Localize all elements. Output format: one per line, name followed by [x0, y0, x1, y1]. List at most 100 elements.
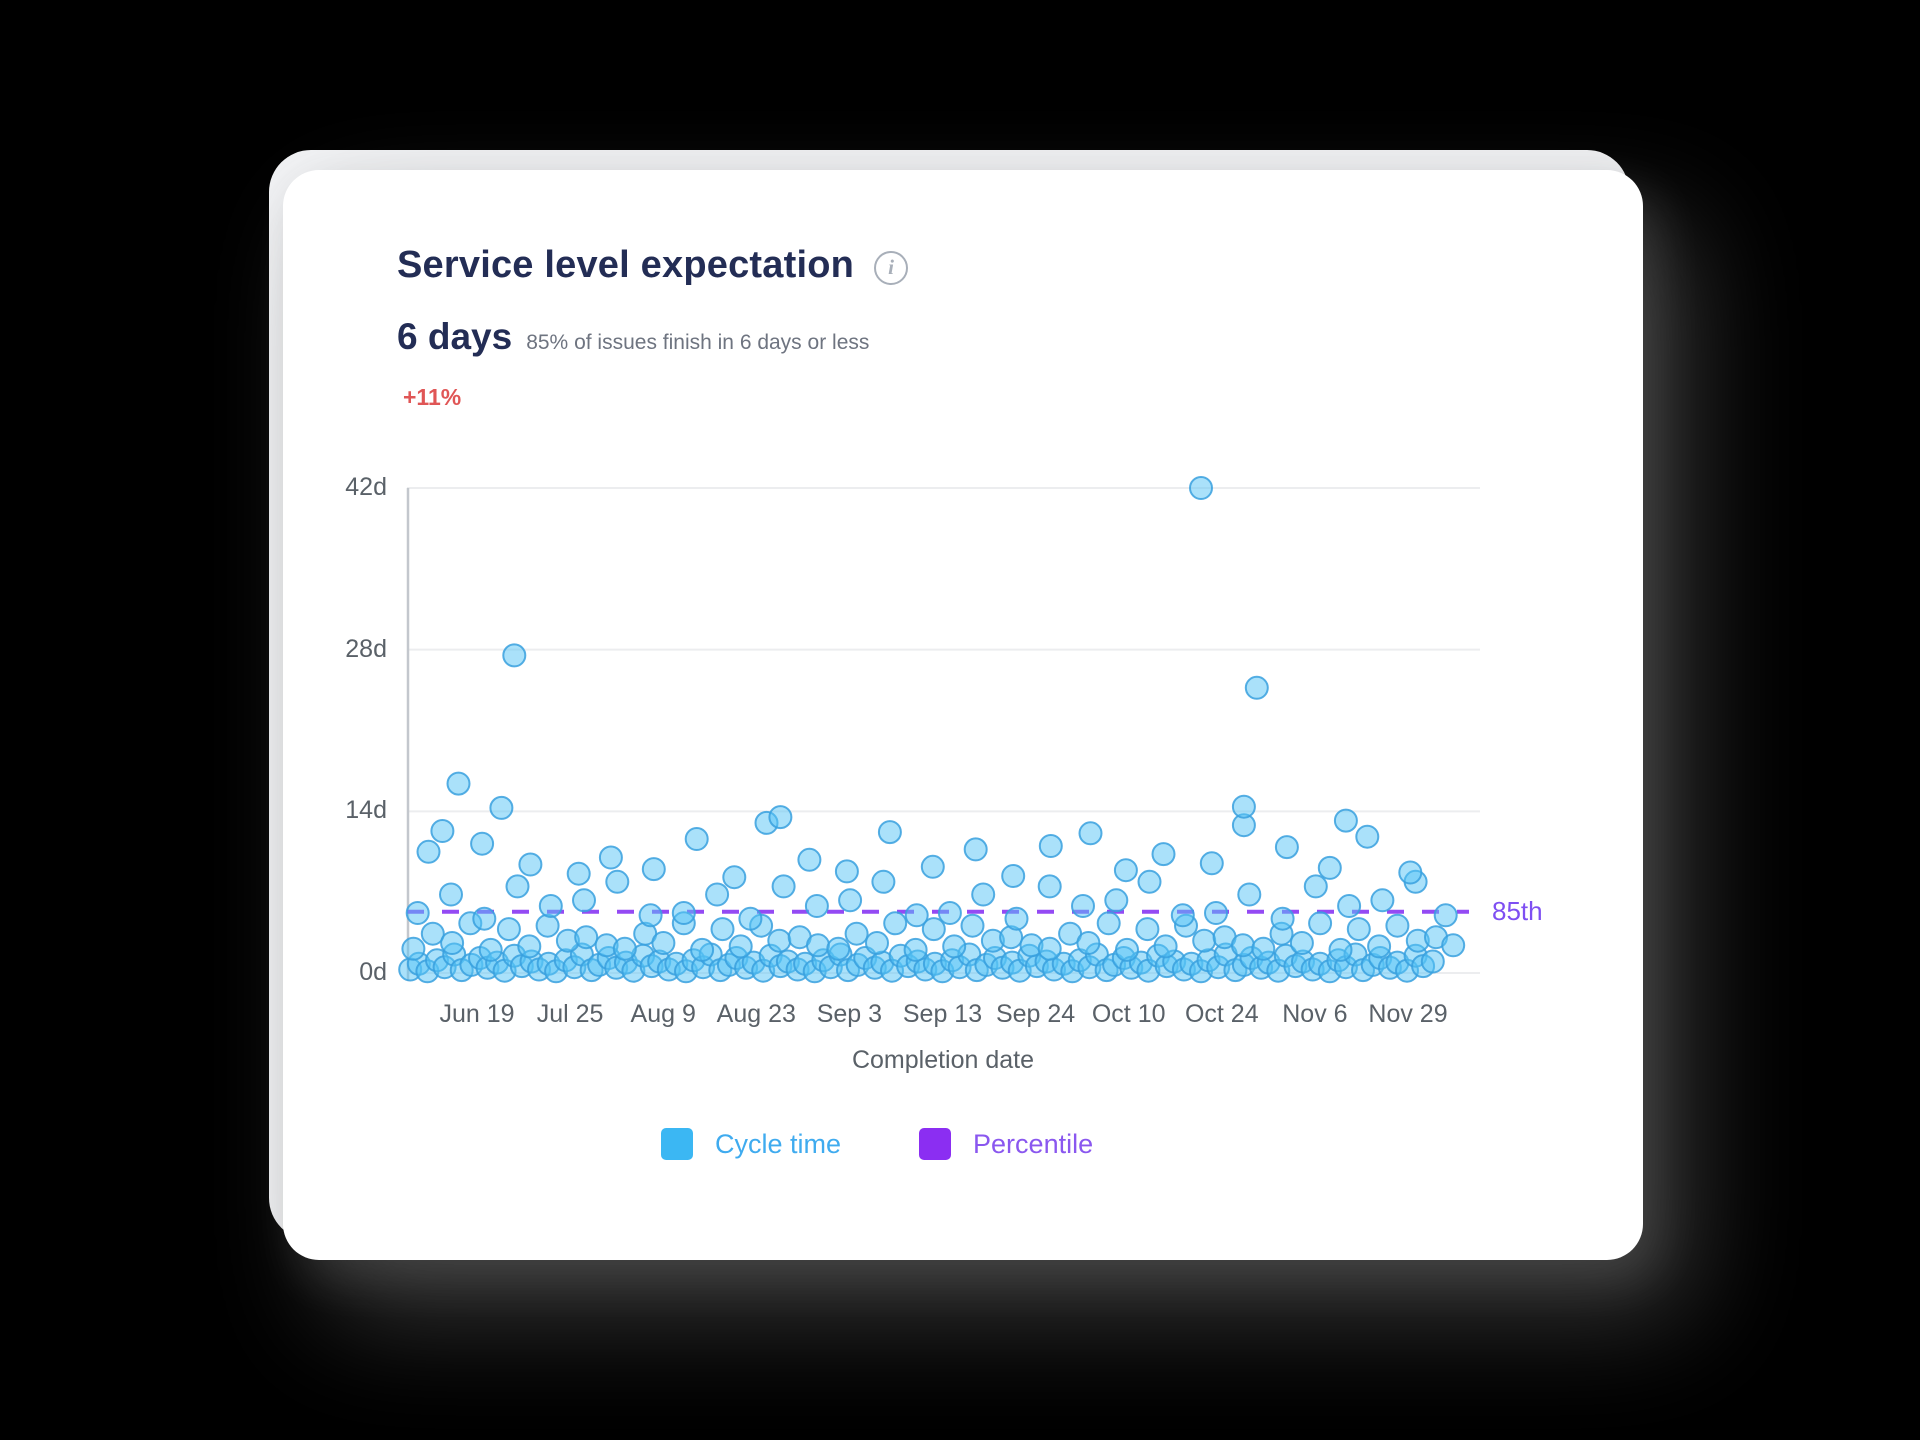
scatter-point[interactable] [420, 921, 445, 946]
scatter-point[interactable] [771, 874, 796, 899]
scatter-point[interactable] [871, 869, 896, 894]
scatter-point[interactable] [1037, 874, 1062, 899]
scatter-point[interactable] [1001, 864, 1026, 888]
scatter-point[interactable] [768, 805, 793, 830]
scatter-point[interactable] [865, 931, 889, 955]
scatter-point[interactable] [1251, 936, 1276, 961]
scatter-point[interactable] [1115, 937, 1139, 962]
scatter-point[interactable] [1104, 888, 1129, 913]
scatter-point[interactable] [877, 820, 902, 845]
scatter-point[interactable] [496, 917, 521, 942]
scatter-point[interactable] [963, 837, 988, 862]
scatter-point[interactable] [1153, 934, 1178, 959]
scatter-point[interactable] [1199, 851, 1224, 876]
scatter-point[interactable] [671, 901, 696, 925]
scatter-point[interactable] [937, 901, 962, 925]
scatter-point[interactable] [598, 845, 623, 870]
scatter-point[interactable] [1317, 855, 1342, 880]
scatter-point[interactable] [1398, 860, 1423, 885]
scatter-point[interactable] [505, 874, 530, 899]
scatter-point[interactable] [1189, 476, 1213, 500]
scatter-point[interactable] [502, 643, 527, 668]
scatter-point[interactable] [1385, 913, 1410, 938]
scatter-point[interactable] [1037, 936, 1062, 961]
scatter-point[interactable] [1244, 675, 1269, 700]
scatter-point[interactable] [612, 936, 637, 961]
scatter-point[interactable] [1355, 824, 1380, 849]
scatter-plot-area[interactable] [398, 476, 1480, 984]
legend-item-percentile[interactable]: Percentile [919, 1128, 1093, 1160]
scatter-point[interactable] [1237, 882, 1262, 907]
scatter-point[interactable] [826, 936, 851, 961]
scatter-point[interactable] [834, 859, 859, 884]
scatter-point[interactable] [838, 888, 863, 913]
scatter-point[interactable] [1071, 894, 1095, 918]
scatter-point[interactable] [1420, 949, 1445, 974]
scatter-point[interactable] [566, 861, 591, 886]
scatter-point[interactable] [844, 921, 869, 946]
scatter-point[interactable] [1308, 911, 1333, 936]
scatter-point[interactable] [605, 869, 630, 894]
scatter-point[interactable] [728, 934, 753, 959]
scatter-point[interactable] [517, 934, 542, 959]
scatter-point[interactable] [1038, 834, 1063, 858]
scatter-point[interactable] [1441, 933, 1466, 958]
scatter-point[interactable] [904, 903, 929, 928]
scatter-point[interactable] [971, 882, 996, 907]
scatter-point[interactable] [1135, 917, 1160, 942]
scatter-point[interactable] [1170, 903, 1195, 928]
scatter-point[interactable] [401, 936, 426, 961]
scatter-point[interactable] [1004, 906, 1029, 931]
scatter-point[interactable] [942, 934, 967, 959]
scatter-point[interactable] [1204, 901, 1228, 925]
scatter-point[interactable] [1270, 906, 1295, 931]
scatter-point[interactable] [535, 913, 560, 938]
scatter-point[interactable] [684, 827, 709, 851]
scatter-point[interactable] [1274, 835, 1299, 860]
scatter-point[interactable] [1367, 934, 1392, 959]
scatter-point[interactable] [651, 931, 676, 955]
scatter-point[interactable] [1333, 808, 1358, 833]
scatter-point[interactable] [1137, 869, 1162, 894]
scatter-point[interactable] [722, 865, 747, 890]
scatter-point[interactable] [1230, 933, 1255, 958]
scatter-point[interactable] [1078, 821, 1103, 846]
scatter-point[interactable] [472, 906, 497, 931]
scatter-point[interactable] [960, 913, 985, 938]
scatter-point[interactable] [1076, 931, 1101, 955]
scatter-point[interactable] [572, 888, 596, 913]
scatter-point[interactable] [538, 894, 563, 918]
scatter-point[interactable] [705, 882, 730, 907]
scatter-point[interactable] [1328, 937, 1353, 962]
scatter-point[interactable] [1303, 874, 1328, 899]
scatter-point[interactable] [470, 831, 495, 856]
scatter-point[interactable] [1151, 842, 1176, 867]
scatter-point[interactable] [883, 911, 908, 936]
info-icon[interactable]: i [874, 250, 909, 285]
scatter-point[interactable] [1433, 903, 1458, 928]
scatter-point[interactable] [804, 894, 829, 918]
scatter-point[interactable] [690, 937, 715, 962]
scatter-point[interactable] [1346, 917, 1371, 942]
scatter-plot[interactable] [398, 476, 1480, 984]
scatter-point[interactable] [903, 937, 928, 962]
scatter-point[interactable] [1113, 858, 1138, 883]
scatter-point[interactable] [641, 857, 666, 882]
scatter-point[interactable] [1192, 928, 1217, 953]
scatter-point[interactable] [416, 839, 441, 864]
scatter-point[interactable] [920, 854, 945, 879]
scatter-point[interactable] [638, 903, 663, 928]
scatter-point[interactable] [921, 917, 946, 942]
scatter-point[interactable] [806, 933, 830, 958]
scatter-point[interactable] [440, 931, 465, 955]
scatter-point[interactable] [1289, 931, 1314, 955]
scatter-point[interactable] [518, 852, 543, 877]
scatter-point[interactable] [1231, 794, 1256, 819]
scatter-point[interactable] [478, 937, 503, 962]
scatter-point[interactable] [446, 771, 471, 796]
scatter-point[interactable] [489, 795, 514, 820]
scatter-point[interactable] [767, 928, 792, 953]
legend-item-cycle-time[interactable]: Cycle time [661, 1128, 841, 1160]
scatter-point[interactable] [1337, 894, 1362, 918]
scatter-point[interactable] [430, 819, 455, 843]
